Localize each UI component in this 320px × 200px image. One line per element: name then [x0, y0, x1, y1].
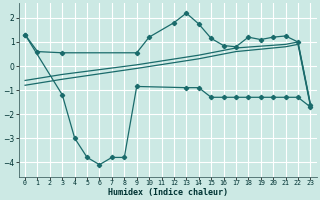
- X-axis label: Humidex (Indice chaleur): Humidex (Indice chaleur): [108, 188, 228, 197]
